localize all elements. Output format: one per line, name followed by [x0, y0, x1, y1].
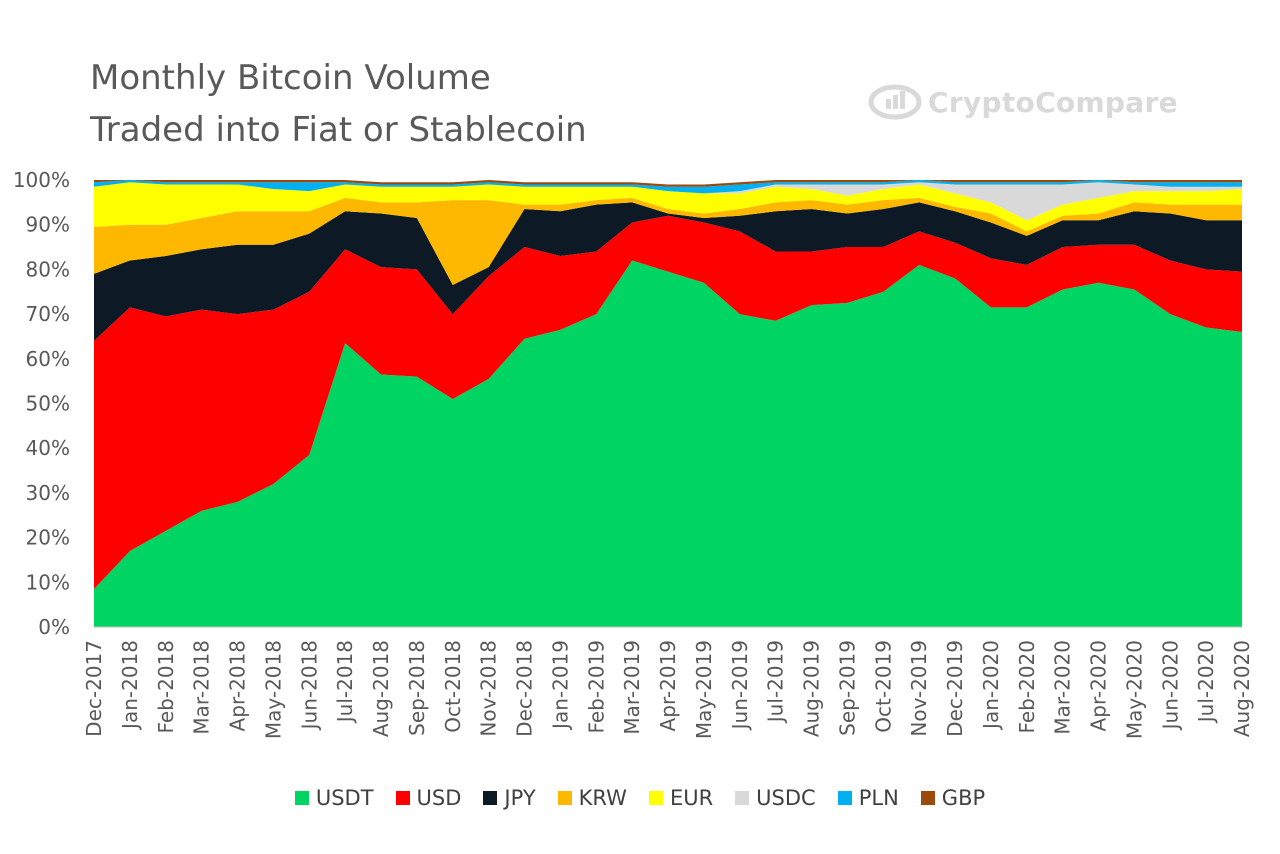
chart-legend: USDT USD JPY KRW EUR USDC PLN GBP	[0, 786, 1280, 810]
area-eur	[94, 182, 1242, 232]
x-tick-label: Apr-2019	[656, 640, 680, 731]
legend-item-jpy: JPY	[483, 786, 536, 810]
chart-title-line-1: Monthly Bitcoin Volume	[90, 58, 491, 98]
cryptocompare-logo: CryptoCompare	[868, 82, 1178, 122]
x-tick-label: Jan-2018	[118, 640, 142, 731]
y-tick-label: 30%	[26, 481, 70, 505]
x-tick-label: Jun-2019	[728, 640, 752, 731]
legend-item-pln: PLN	[837, 786, 899, 810]
legend-label: GBP	[941, 786, 986, 810]
x-tick-label: Aug-2019	[800, 640, 824, 737]
x-tick-label: Aug-2018	[369, 640, 393, 737]
y-tick-label: 90%	[26, 213, 70, 237]
legend-item-krw: KRW	[557, 786, 627, 810]
x-tick-label: Feb-2020	[1015, 640, 1039, 734]
x-tick-label: Aug-2020	[1230, 640, 1254, 737]
legend-item-usd: USD	[395, 786, 462, 810]
x-tick-label: Jun-2020	[1158, 640, 1182, 731]
x-tick-label: Jul-2018	[333, 640, 357, 724]
chart-title: Monthly Bitcoin Volume Traded into Fiat …	[90, 52, 587, 156]
x-tick-label: Nov-2018	[477, 640, 501, 737]
legend-swatch	[483, 791, 498, 805]
x-tick-label: Sep-2018	[405, 640, 429, 736]
x-tick-label: Jul-2020	[1194, 640, 1218, 724]
x-tick-label: Mar-2018	[190, 640, 214, 735]
x-tick-label: Jan-2020	[979, 640, 1003, 731]
legend-swatch	[557, 791, 572, 805]
x-tick-label: Jul-2019	[764, 640, 788, 724]
chart-areas	[94, 180, 1242, 627]
y-tick-label: 20%	[26, 526, 70, 550]
x-tick-label: Feb-2018	[154, 640, 178, 734]
area-usd	[94, 215, 1242, 589]
x-tick-label: Dec-2017	[82, 640, 106, 737]
area-usdc	[94, 182, 1242, 221]
legend-label: JPY	[504, 786, 536, 810]
legend-label: EUR	[669, 786, 714, 810]
y-tick-label: 60%	[26, 347, 70, 371]
x-tick-label: Apr-2018	[226, 640, 250, 731]
x-tick-label: Apr-2020	[1087, 640, 1111, 731]
legend-swatch	[920, 791, 935, 805]
legend-item-usdc: USDC	[735, 786, 816, 810]
x-tick-label: Nov-2019	[907, 640, 931, 737]
area-gbp	[94, 180, 1242, 187]
y-tick-label: 0%	[38, 615, 70, 639]
area-pln	[94, 180, 1242, 194]
x-tick-label: Mar-2019	[620, 640, 644, 735]
x-tick-label: Feb-2019	[584, 640, 608, 734]
legend-label: USD	[416, 786, 462, 810]
area-krw	[94, 197, 1242, 286]
legend-item-usdt: USDT	[294, 786, 374, 810]
legend-swatch	[735, 791, 750, 805]
legend-label: USDT	[315, 786, 374, 810]
x-tick-label: Jun-2018	[297, 640, 321, 731]
y-tick-label: 40%	[26, 436, 70, 460]
x-tick-label: Sep-2019	[835, 640, 859, 736]
x-tick-label: Oct-2019	[871, 640, 895, 733]
x-tick-label: Dec-2018	[513, 640, 537, 737]
y-axis-ticks: 0% 10% 20% 30% 40% 50% 60% 70% 80% 90% 100%	[13, 168, 70, 639]
x-axis-ticks: Dec-2017 Jan-2018 Feb-2018 Mar-2018 Apr-2018…	[82, 640, 1254, 739]
legend-swatch	[648, 791, 663, 805]
legend-swatch	[837, 791, 852, 805]
x-tick-label: Jan-2019	[548, 640, 572, 731]
x-tick-label: May-2020	[1122, 640, 1146, 739]
x-tick-label: May-2018	[261, 640, 285, 739]
legend-label: KRW	[578, 786, 627, 810]
legend-item-eur: EUR	[648, 786, 714, 810]
y-tick-label: 100%	[13, 168, 70, 192]
cryptocompare-logo-icon	[868, 84, 922, 120]
y-tick-label: 70%	[26, 302, 70, 326]
y-tick-label: 80%	[26, 257, 70, 281]
cryptocompare-logo-text: CryptoCompare	[928, 85, 1178, 119]
y-tick-label: 50%	[26, 392, 70, 416]
chart-title-line-2: Traded into Fiat or Stablecoin	[90, 110, 587, 150]
stacked-area-chart: 0% 10% 20% 30% 40% 50% 60% 70% 80% 90% 100% Dec-20…	[13, 168, 1254, 739]
area-jpy	[94, 202, 1242, 341]
legend-item-gbp: GBP	[920, 786, 986, 810]
legend-swatch	[395, 791, 410, 805]
legend-swatch	[294, 791, 309, 805]
legend-label: USDC	[756, 786, 816, 810]
x-tick-label: Mar-2020	[1051, 640, 1075, 735]
x-tick-label: Dec-2019	[943, 640, 967, 737]
y-tick-label: 10%	[26, 570, 70, 594]
x-tick-label: Oct-2018	[441, 640, 465, 733]
area-usdt	[94, 260, 1242, 627]
legend-label: PLN	[858, 786, 899, 810]
x-tick-label: May-2019	[692, 640, 716, 739]
